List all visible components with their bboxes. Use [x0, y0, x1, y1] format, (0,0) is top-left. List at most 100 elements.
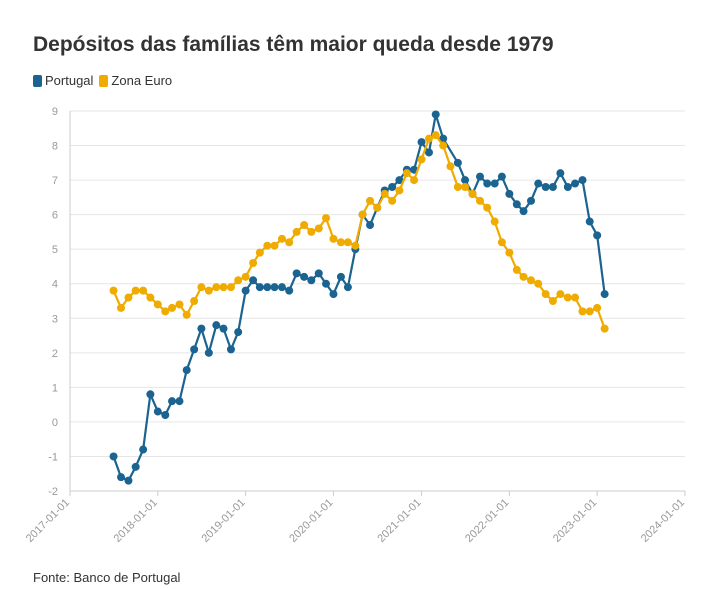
data-point-portugal: [197, 324, 206, 333]
data-point-zona-euro: [388, 196, 397, 205]
data-point-zona-euro: [461, 183, 470, 191]
data-point-zona-euro: [483, 203, 492, 212]
data-point-zona-euro: [300, 221, 309, 229]
data-point-portugal: [249, 276, 258, 285]
legend-label: Zona Euro: [111, 73, 173, 88]
data-point-portugal: [255, 283, 264, 292]
data-point-zona-euro: [117, 303, 126, 312]
data-point-portugal: [322, 279, 331, 288]
data-point-zona-euro: [175, 300, 184, 309]
data-point-portugal: [453, 158, 462, 167]
data-point-zona-euro: [512, 265, 521, 274]
series-line-portugal: [112, 114, 606, 483]
data-point-zona-euro: [329, 234, 338, 243]
data-point-zona-euro: [497, 238, 506, 247]
y-tick-label: 2: [52, 348, 58, 360]
data-point-portugal: [336, 272, 345, 281]
data-point-portugal: [366, 221, 375, 229]
data-point-portugal: [190, 345, 199, 354]
legend-item-zona-euro[interactable]: Zona Euro: [99, 73, 172, 88]
data-point-zona-euro: [343, 238, 352, 247]
data-point-portugal: [571, 179, 580, 188]
data-point-zona-euro: [358, 210, 367, 219]
data-point-portugal: [270, 283, 279, 292]
y-tick-label: -1: [48, 451, 58, 463]
data-point-zona-euro: [410, 176, 419, 185]
data-point-portugal: [212, 321, 221, 330]
data-point-zona-euro: [600, 324, 609, 333]
data-point-portugal: [175, 397, 184, 406]
x-tick-label: 2024-01-01: [639, 497, 687, 545]
data-point-zona-euro: [563, 293, 572, 302]
data-point-zona-euro: [314, 224, 323, 233]
data-point-zona-euro: [249, 259, 258, 267]
legend: Portugal Zona Euro: [33, 73, 172, 88]
chart-title: Depósitos das famílias têm maior queda d…: [33, 33, 554, 56]
data-point-zona-euro: [146, 293, 155, 302]
data-point-zona-euro: [322, 214, 331, 223]
data-point-portugal: [285, 286, 294, 295]
data-point-zona-euro: [585, 307, 594, 316]
data-point-zona-euro: [182, 310, 191, 319]
data-point-zona-euro: [505, 248, 514, 257]
data-point-zona-euro: [417, 155, 426, 164]
data-point-zona-euro: [190, 297, 199, 305]
data-point-zona-euro: [593, 303, 602, 312]
data-point-zona-euro: [351, 241, 360, 250]
data-point-portugal: [300, 272, 309, 281]
data-point-portugal: [431, 110, 440, 119]
data-point-zona-euro: [519, 272, 528, 281]
data-point-portugal: [219, 324, 228, 333]
data-point-portugal: [241, 286, 250, 295]
legend-swatch-zona-euro: [99, 74, 109, 87]
data-point-portugal: [329, 290, 338, 299]
x-tick-label: 2022-01-01: [463, 497, 511, 545]
data-point-zona-euro: [131, 286, 140, 295]
data-point-portugal: [417, 138, 426, 147]
data-point-portugal: [124, 476, 133, 485]
y-tick-label: 1: [52, 382, 58, 394]
data-point-portugal: [168, 397, 177, 406]
data-point-zona-euro: [373, 203, 382, 212]
data-point-portugal: [585, 217, 594, 226]
data-point-zona-euro: [161, 307, 170, 316]
data-point-portugal: [541, 183, 550, 191]
legend-item-portugal[interactable]: Portugal: [33, 73, 93, 88]
data-point-portugal: [476, 172, 484, 181]
data-point-zona-euro: [380, 189, 389, 198]
data-point-zona-euro: [490, 217, 499, 226]
data-point-zona-euro: [527, 276, 536, 285]
data-point-portugal: [563, 183, 572, 191]
y-tick-label: 9: [52, 106, 58, 118]
data-point-zona-euro: [571, 293, 580, 302]
data-point-portugal: [593, 231, 602, 240]
data-point-zona-euro: [212, 283, 221, 292]
data-point-portugal: [292, 269, 301, 278]
data-point-zona-euro: [556, 290, 565, 299]
data-point-portugal: [109, 452, 118, 461]
data-point-zona-euro: [285, 238, 294, 247]
data-point-portugal: [527, 196, 536, 205]
data-point-portugal: [161, 411, 170, 419]
data-point-zona-euro: [541, 290, 550, 299]
y-tick-label: 4: [52, 279, 58, 291]
data-point-zona-euro: [109, 286, 118, 295]
data-point-portugal: [497, 172, 506, 181]
x-tick-label: 2023-01-01: [551, 497, 599, 545]
data-point-zona-euro: [476, 196, 484, 205]
legend-swatch-portugal: [33, 74, 42, 87]
x-tick-label: 2021-01-01: [375, 497, 423, 545]
data-point-portugal: [204, 348, 213, 357]
data-point-portugal: [146, 390, 155, 399]
y-tick-label: 3: [52, 313, 58, 325]
data-point-portugal: [234, 328, 243, 337]
data-point-portugal: [277, 283, 286, 292]
data-point-portugal: [600, 290, 609, 299]
data-point-zona-euro: [168, 303, 177, 312]
data-point-zona-euro: [336, 238, 345, 247]
data-point-zona-euro: [255, 248, 264, 257]
y-tick-label: 8: [52, 141, 58, 153]
data-point-zona-euro: [534, 279, 543, 288]
data-point-portugal: [548, 183, 557, 191]
